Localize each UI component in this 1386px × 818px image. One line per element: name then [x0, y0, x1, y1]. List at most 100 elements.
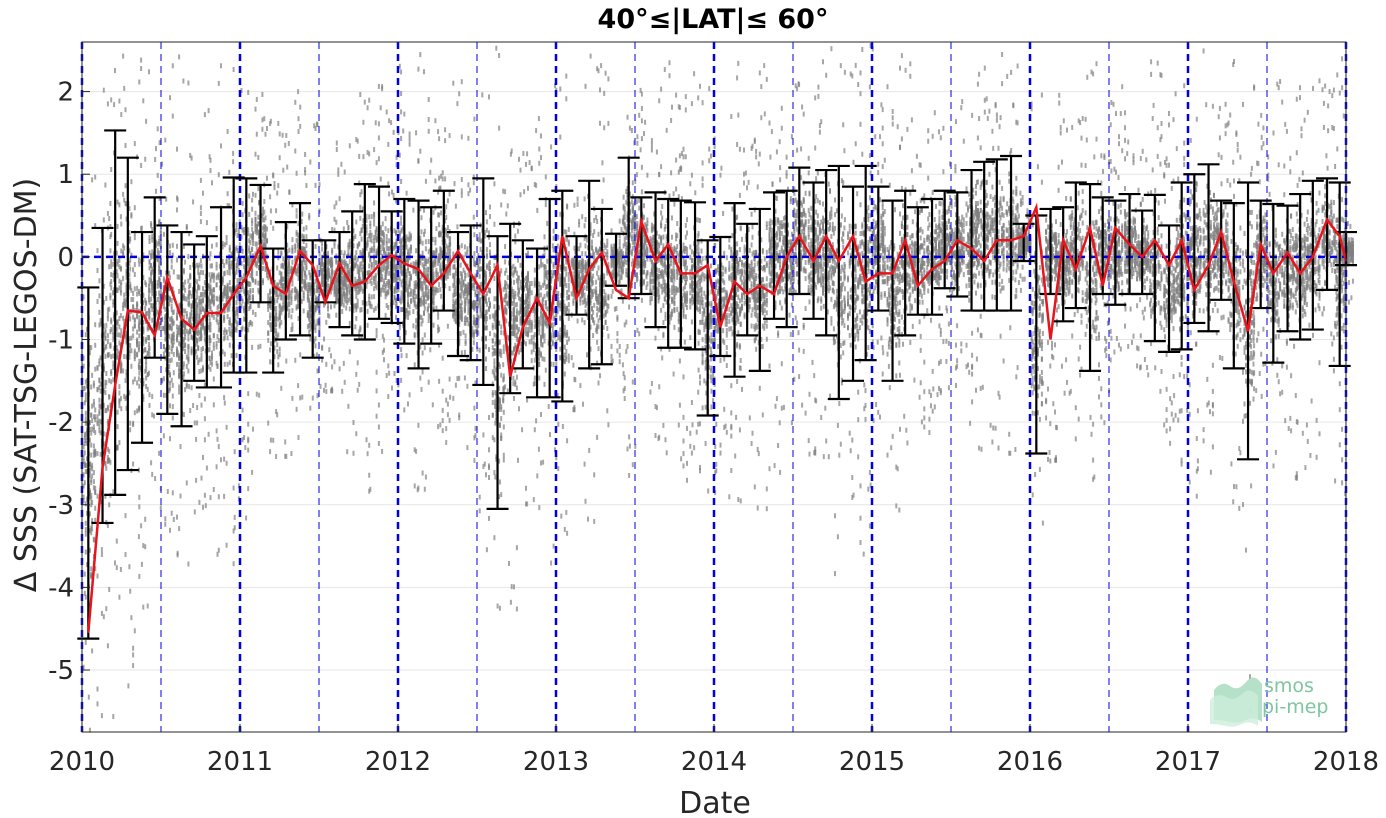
scatter-point — [112, 329, 115, 335]
scatter-point — [184, 349, 187, 354]
scatter-point — [323, 265, 325, 271]
scatter-point — [129, 420, 132, 426]
scatter-point — [209, 288, 212, 293]
scatter-point — [432, 250, 435, 255]
scatter-point — [305, 283, 308, 289]
scatter-point — [165, 313, 168, 319]
scatter-point — [132, 290, 135, 296]
scatter-point — [472, 340, 475, 346]
scatter-point — [178, 352, 181, 358]
scatter-point — [462, 329, 465, 335]
scatter-point — [278, 310, 281, 316]
scatter-point — [449, 254, 452, 260]
scatter-point — [512, 350, 515, 356]
scatter-point — [109, 295, 112, 301]
scatter-point — [393, 256, 396, 262]
scatter-point — [136, 291, 139, 297]
scatter-point — [151, 283, 154, 289]
scatter-point — [321, 255, 324, 261]
scatter-point — [384, 216, 387, 222]
scatter-point — [104, 493, 107, 499]
scatter-point — [203, 382, 206, 388]
scatter-point — [133, 272, 136, 277]
scatter-point — [151, 287, 154, 293]
scatter-point — [182, 412, 185, 417]
scatter-point — [185, 480, 188, 486]
scatter-point — [280, 295, 283, 300]
scatter-point — [122, 302, 125, 308]
scatter-point — [360, 236, 363, 242]
scatter-point — [508, 284, 510, 290]
scatter-point — [395, 271, 398, 277]
scatter-point — [264, 244, 267, 250]
scatter-point — [392, 300, 395, 306]
scatter-point — [432, 306, 435, 312]
scatter-point — [158, 450, 161, 456]
scatter-point — [498, 405, 501, 410]
scatter-point — [187, 356, 190, 362]
scatter-point — [182, 268, 185, 273]
scatter-point — [343, 379, 346, 385]
scatter-point — [294, 247, 297, 253]
scatter-point — [258, 229, 261, 235]
scatter-point — [133, 410, 136, 416]
scatter-point — [479, 296, 482, 302]
scatter-point — [112, 364, 115, 370]
scatter-point — [453, 272, 456, 278]
scatter-point — [209, 338, 212, 343]
scatter-point — [179, 444, 182, 449]
scatter-point — [240, 88, 243, 93]
scatter-point — [104, 353, 107, 359]
scatter-point — [108, 394, 111, 400]
scatter-point — [393, 371, 396, 376]
scatter-point — [218, 326, 221, 332]
scatter-point — [361, 270, 364, 276]
scatter-point — [408, 271, 411, 277]
scatter-point — [395, 263, 398, 269]
scatter-point — [286, 280, 289, 286]
scatter-point — [86, 562, 88, 568]
scatter-point — [212, 293, 215, 299]
scatter-point — [338, 366, 341, 372]
scatter-point — [485, 263, 488, 269]
scatter-point — [161, 292, 164, 298]
scatter-point — [489, 301, 491, 307]
scatter-point — [202, 286, 204, 292]
scatter-point — [473, 116, 476, 122]
scatter-point — [452, 80, 455, 86]
scatter-point — [94, 414, 97, 420]
scatter-point — [384, 312, 387, 318]
scatter-point — [233, 514, 236, 520]
scatter-point — [124, 107, 127, 113]
scatter-point — [288, 247, 291, 253]
scatter-point — [102, 402, 105, 408]
scatter-point — [456, 101, 459, 107]
scatter-point — [287, 263, 290, 269]
scatter-point — [419, 257, 422, 263]
scatter-point — [495, 454, 498, 460]
scatter-point — [280, 263, 283, 269]
scatter-point — [248, 238, 251, 244]
scatter-point — [420, 215, 423, 221]
scatter-point — [427, 249, 430, 255]
scatter-point — [379, 272, 382, 278]
scatter-point — [88, 461, 91, 467]
scatter-point — [142, 340, 145, 346]
scatter-point — [92, 537, 95, 543]
scatter-point — [369, 220, 372, 226]
scatter-point — [189, 290, 192, 296]
scatter-point — [252, 191, 254, 197]
scatter-point — [308, 329, 311, 335]
scatter-point — [384, 251, 387, 257]
scatter-point — [348, 271, 351, 277]
scatter-point — [512, 375, 515, 381]
scatter-point — [384, 274, 387, 280]
scatter-point — [209, 157, 212, 163]
scatter-point — [225, 329, 228, 335]
scatter-point — [182, 78, 185, 84]
scatter-point — [158, 299, 161, 305]
scatter-point — [215, 428, 218, 434]
scatter-point — [359, 287, 362, 293]
scatter-point — [88, 437, 91, 443]
scatter-point — [116, 332, 119, 338]
